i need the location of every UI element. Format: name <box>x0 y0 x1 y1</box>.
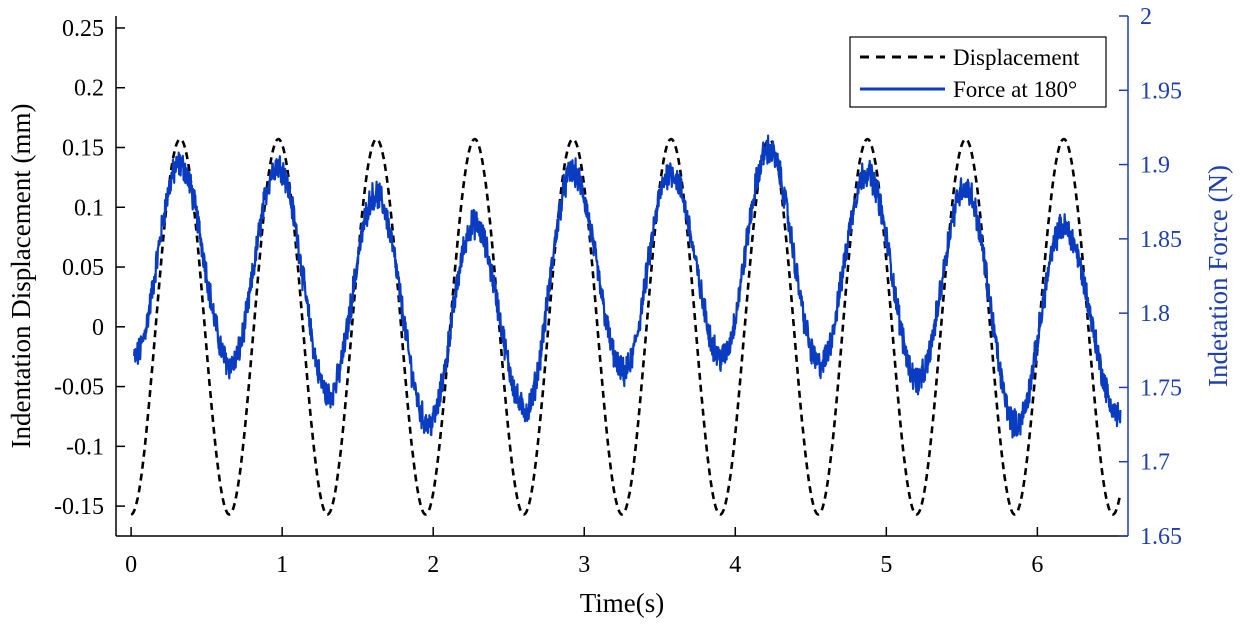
x-tick-label: 1 <box>276 552 288 578</box>
right-tick-label: 1.95 <box>1140 78 1182 104</box>
x-tick-label: 6 <box>1031 552 1043 578</box>
left-tick-label: -0.05 <box>54 375 104 401</box>
x-tick-label: 4 <box>729 552 741 578</box>
left-tick-label: 0.25 <box>62 16 104 42</box>
left-tick-label: 0.1 <box>74 195 104 221</box>
right-tick-label: 1.65 <box>1140 524 1182 550</box>
left-tick-label: 0 <box>92 315 104 341</box>
y-axis-label-left: Indentation Displacement (mm) <box>6 104 36 449</box>
right-tick-label: 1.8 <box>1140 301 1170 327</box>
right-tick-label: 2 <box>1140 4 1152 30</box>
left-tick-label: 0.2 <box>74 76 104 102</box>
x-tick-label: 2 <box>427 552 439 578</box>
right-tick-label: 1.75 <box>1140 375 1182 401</box>
legend: Displacement Force at 180° <box>849 36 1107 108</box>
displacement-series-line <box>130 137 1122 516</box>
right-tick-label: 1.85 <box>1140 227 1182 253</box>
force-series-line <box>133 134 1122 439</box>
x-tick-label: 3 <box>578 552 590 578</box>
left-tick-label: 0.15 <box>62 135 104 161</box>
right-axis-ticks: 2 1.95 1.9 1.85 1.8 1.75 1.7 1.65 <box>1119 4 1182 550</box>
right-tick-label: 1.7 <box>1140 450 1170 476</box>
x-axis-label: Time(s) <box>580 588 665 618</box>
left-tick-label: -0.1 <box>66 434 104 460</box>
right-tick-label: 1.9 <box>1140 153 1170 179</box>
axes <box>115 16 1129 537</box>
legend-box <box>849 36 1107 108</box>
x-tick-label: 5 <box>880 552 892 578</box>
x-tick-label: 0 <box>125 552 137 578</box>
left-tick-label: -0.15 <box>54 494 104 520</box>
x-axis-ticks: 0 1 2 3 4 5 6 <box>125 527 1043 578</box>
y-axis-label-right: Indetation Force (N) <box>1203 165 1233 387</box>
left-axis-ticks: 0.25 0.2 0.15 0.1 0.05 0 -0.05 -0.1 -0.15 <box>54 16 125 520</box>
left-tick-label: 0.05 <box>62 255 104 281</box>
plot-area <box>130 134 1122 516</box>
legend-force-label: Force at 180° <box>953 77 1077 102</box>
legend-displacement-label: Displacement <box>953 45 1080 70</box>
